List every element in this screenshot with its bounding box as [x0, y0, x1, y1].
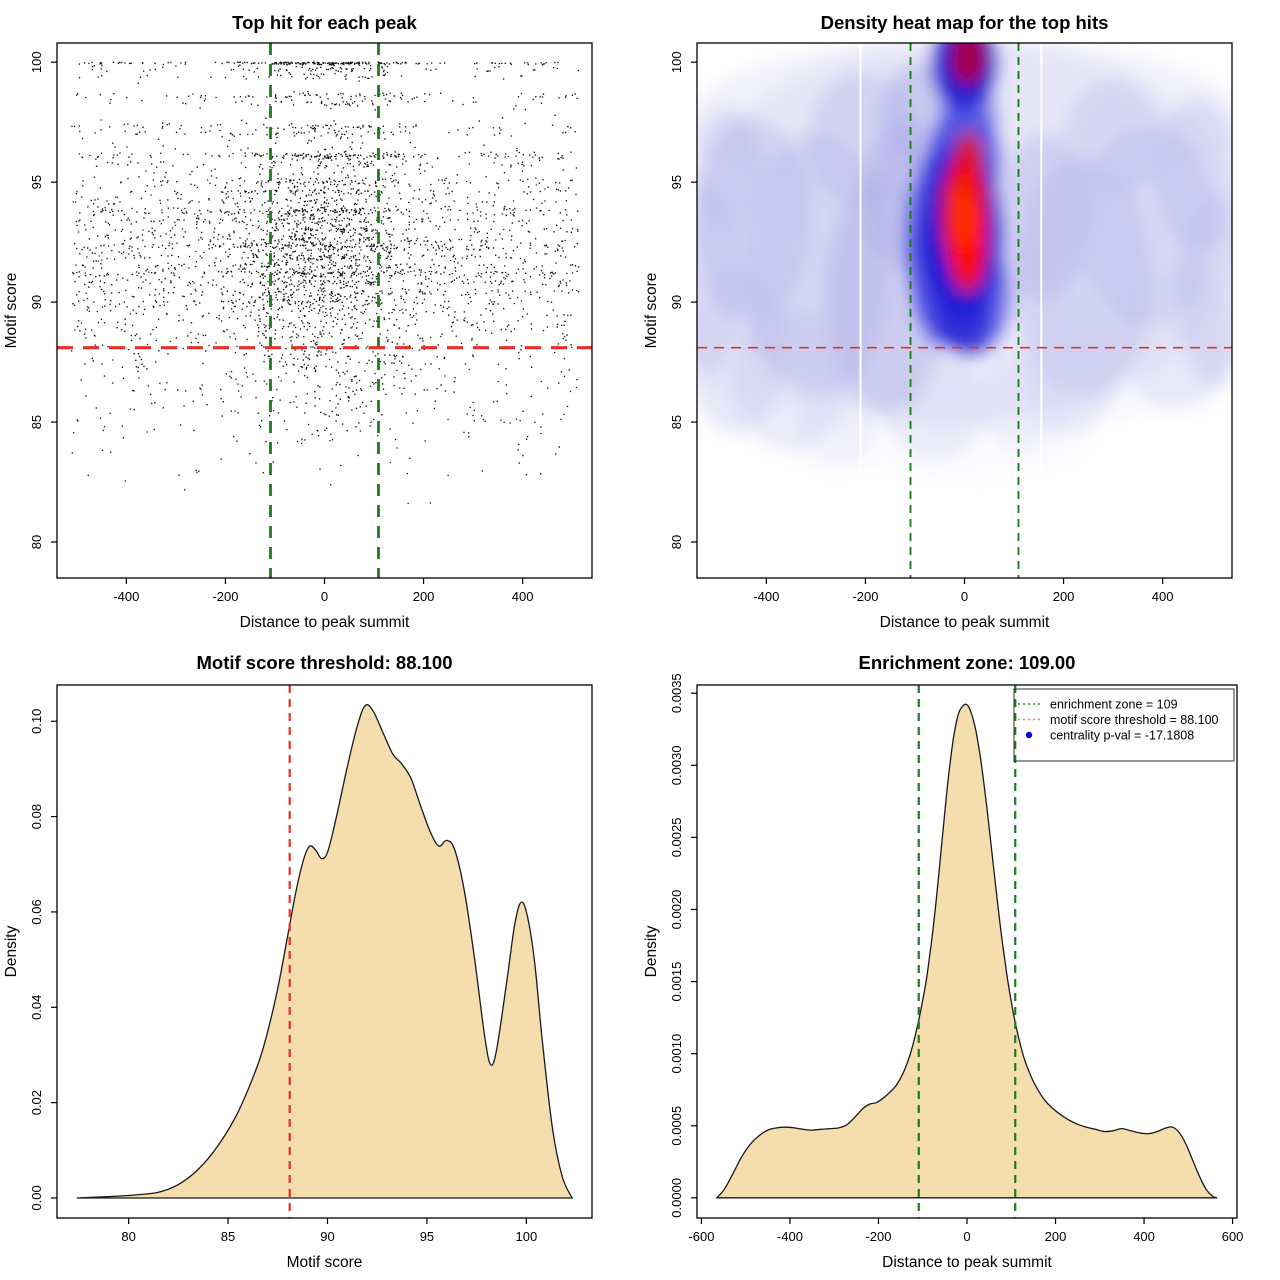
x-tick-label: 90 [320, 1229, 334, 1244]
panel-title: Density heat map for the top hits [821, 12, 1109, 33]
density-curve [76, 704, 574, 1199]
legend-label: centrality p-val = -17.1808 [1050, 729, 1194, 743]
legend-box [1013, 688, 1235, 762]
distance-density-content [715, 685, 1218, 1218]
motif-score-density-content [76, 685, 574, 1218]
panel-title: Motif score threshold: 88.100 [197, 652, 453, 673]
plot-box [56, 684, 593, 1219]
x-tick-label: -400 [113, 589, 139, 604]
y-axis-label: Motif score [3, 273, 20, 349]
y-tick-label: 0.00 [29, 1185, 44, 1210]
panel-density-heatmap: Density heat map for the top hits -400 -20… [640, 0, 1280, 640]
density-heatmap-plot: Density heat map for the top hits -400 -20… [643, 12, 1233, 631]
x-tick-label: 200 [1045, 1229, 1067, 1244]
panel-distance-density: Enrichment zone: 109.00 -600 -400 -200 0 200 4… [640, 640, 1280, 1280]
y-tick-label: 0.0020 [669, 890, 684, 930]
x-tick-label: -200 [852, 589, 878, 604]
x-tick-label: 0 [321, 589, 328, 604]
y-axis-label: Density [3, 925, 20, 977]
x-tick-label: 200 [1053, 589, 1075, 604]
y-tick-label: 0.0010 [669, 1034, 684, 1074]
y-tick-label: 0.08 [29, 804, 44, 829]
y-tick-label: 80 [669, 535, 684, 549]
y-tick-label: 0.10 [29, 709, 44, 734]
y-tick-label: 85 [669, 415, 684, 429]
x-tick-label: 100 [516, 1229, 538, 1244]
plot-box [56, 42, 593, 579]
motif-score-density-plot: Motif score threshold: 88.100 80 85 90 95 100… [3, 652, 593, 1271]
x-tick-label: 400 [1152, 589, 1174, 604]
y-tick-label: 85 [29, 415, 44, 429]
x-tick-label: -400 [753, 589, 779, 604]
scatter-points [71, 61, 580, 505]
x-tick-label: 400 [512, 589, 534, 604]
x-tick-label: 0 [963, 1229, 970, 1244]
top-hit-scatter-content [57, 43, 592, 578]
x-tick-label: 200 [413, 589, 435, 604]
x-axis-label: Distance to peak summit [882, 1254, 1052, 1271]
x-tick-label: 0 [961, 589, 968, 604]
y-tick-label: 0.0000 [669, 1178, 684, 1218]
legend-label: motif score threshold = 88.100 [1050, 713, 1219, 727]
panel-top-hit-scatter: Top hit for each peak -400 -200 0 200 400 80 85… [0, 0, 640, 640]
density-curve [715, 703, 1218, 1199]
y-tick-label: 100 [669, 51, 684, 73]
heatmap-surface [697, 43, 1232, 478]
x-axis-label: Distance to peak summit [240, 614, 410, 631]
y-tick-label: 80 [29, 535, 44, 549]
x-tick-label: 600 [1222, 1229, 1244, 1244]
x-tick-label: -200 [865, 1229, 891, 1244]
y-tick-label: 0.04 [29, 995, 44, 1020]
y-tick-label: 0.0030 [669, 745, 684, 785]
y-tick-label: 90 [669, 295, 684, 309]
y-axis-label: Motif score [643, 273, 660, 349]
x-tick-label: -600 [688, 1229, 714, 1244]
x-axis-label: Distance to peak summit [880, 614, 1050, 631]
y-tick-label: 100 [29, 51, 44, 73]
x-axis-label: Motif score [287, 1254, 363, 1271]
legend-label: enrichment zone = 109 [1050, 698, 1178, 712]
x-tick-label: -400 [777, 1229, 803, 1244]
y-tick-label: 95 [669, 175, 684, 189]
y-tick-label: 95 [29, 175, 44, 189]
y-tick-label: 0.0035 [669, 673, 684, 713]
panel-title: Top hit for each peak [232, 12, 417, 33]
x-tick-label: -200 [212, 589, 238, 604]
panel-motif-score-density: Motif score threshold: 88.100 80 85 90 95 100… [0, 640, 640, 1280]
y-axis-label: Density [643, 925, 660, 977]
y-tick-label: 0.0025 [669, 818, 684, 858]
x-tick-label: 80 [121, 1229, 135, 1244]
y-tick-label: 0.06 [29, 899, 44, 924]
y-tick-label: 90 [29, 295, 44, 309]
top-hit-scatter-plot: Top hit for each peak -400 -200 0 200 400 80 85… [3, 12, 593, 631]
y-tick-label: 0.02 [29, 1090, 44, 1115]
x-tick-label: 95 [420, 1229, 434, 1244]
x-tick-label: 400 [1133, 1229, 1155, 1244]
y-tick-label: 0.0005 [669, 1106, 684, 1146]
x-tick-label: 85 [221, 1229, 235, 1244]
distance-density-plot: Enrichment zone: 109.00 -600 -400 -200 0 200 4… [643, 652, 1244, 1271]
y-tick-label: 0.0015 [669, 962, 684, 1002]
density-heatmap-content [697, 43, 1232, 578]
legend-key-2 [1025, 731, 1033, 739]
panel-title: Enrichment zone: 109.00 [859, 652, 1076, 673]
